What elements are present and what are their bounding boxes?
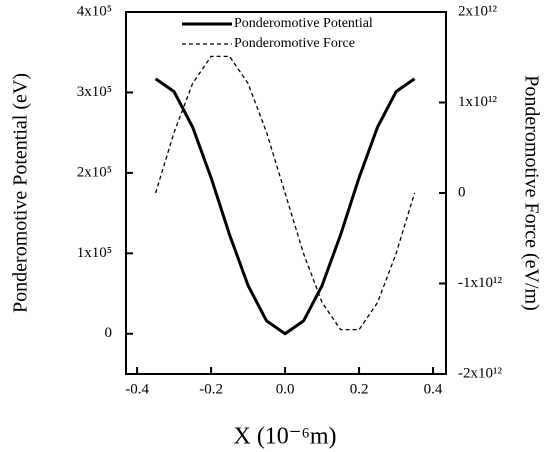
y2-tick-label: 2x10¹² — [458, 3, 497, 19]
y2-tick-label: 1x10¹² — [458, 94, 497, 110]
x-tick-label: 0.2 — [350, 381, 369, 397]
y-tick-label: 0 — [105, 325, 113, 341]
y2-tick-label: -2x10¹² — [458, 365, 502, 381]
x-tick-label: 0.4 — [424, 381, 443, 397]
series-line — [154, 55, 416, 331]
y-tick-label: 2x10⁵ — [77, 164, 112, 180]
y2-tick-label: -1x10¹² — [458, 275, 502, 291]
x-tick-label: 0.0 — [276, 381, 295, 397]
x-tick-label: -0.4 — [125, 381, 149, 397]
y-tick-label: 4x10⁵ — [77, 3, 112, 19]
series-line — [154, 77, 416, 336]
plot-frame — [125, 11, 447, 375]
y-axis-title: Ponderomotive Potential (eV) — [10, 73, 32, 313]
y2-tick-label: 0 — [458, 184, 466, 200]
y2-axis-title: Ponderomotive Force (eV/m) — [520, 75, 542, 311]
x-tick-label: -0.2 — [199, 381, 223, 397]
legend-label: Ponderomotive Potential — [234, 16, 373, 31]
y-tick-label: 1x10⁵ — [77, 245, 112, 261]
x-axis-title: X (10⁻⁶m) — [233, 424, 336, 450]
y-tick-label: 3x10⁵ — [77, 84, 112, 100]
legend-label: Ponderomotive Force — [234, 36, 355, 51]
